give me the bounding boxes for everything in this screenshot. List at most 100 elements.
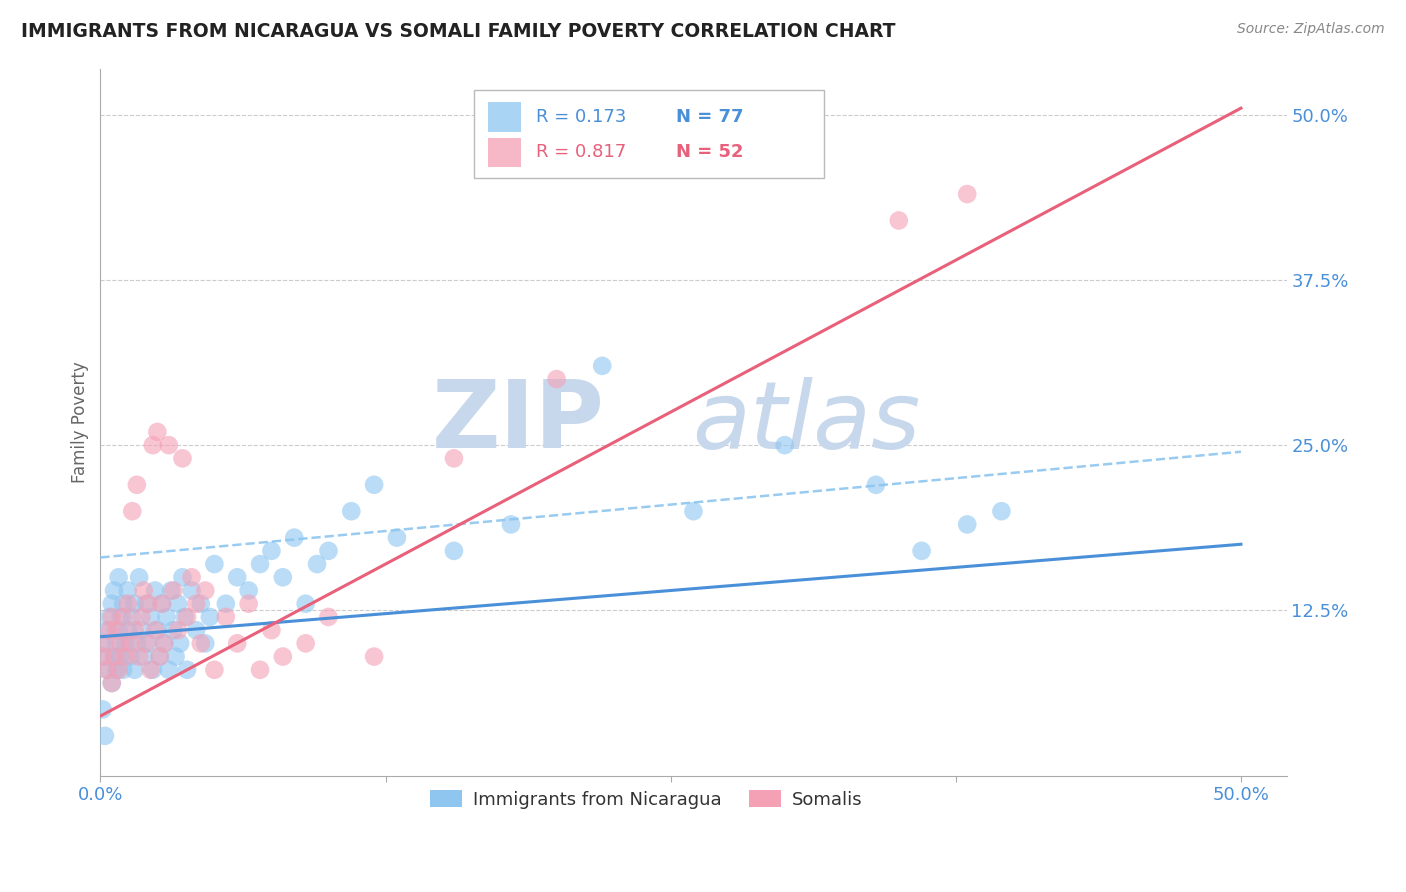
Point <box>112 663 135 677</box>
Point <box>226 570 249 584</box>
Point <box>98 623 121 637</box>
Point <box>198 610 221 624</box>
Point <box>271 570 294 584</box>
Point <box>146 425 169 439</box>
Text: R = 0.173: R = 0.173 <box>536 108 626 126</box>
Point <box>110 610 132 624</box>
Point <box>956 517 979 532</box>
Point <box>172 451 194 466</box>
Point <box>131 610 153 624</box>
Point <box>546 372 568 386</box>
Point <box>142 663 165 677</box>
Point <box>172 570 194 584</box>
Point <box>121 504 143 518</box>
Point <box>125 636 148 650</box>
Point <box>124 663 146 677</box>
FancyBboxPatch shape <box>488 103 522 132</box>
Point <box>128 570 150 584</box>
Point <box>215 610 238 624</box>
Point <box>157 438 180 452</box>
Point <box>132 649 155 664</box>
Point <box>114 649 136 664</box>
Point <box>142 438 165 452</box>
Point <box>150 597 173 611</box>
Point <box>118 636 141 650</box>
Point <box>773 438 796 452</box>
Point <box>294 597 316 611</box>
Point <box>107 570 129 584</box>
Y-axis label: Family Poverty: Family Poverty <box>72 361 89 483</box>
Point <box>160 583 183 598</box>
Point <box>96 663 118 677</box>
Point <box>194 583 217 598</box>
Point <box>318 544 340 558</box>
Point <box>157 663 180 677</box>
Point <box>132 583 155 598</box>
Point <box>100 676 122 690</box>
Point <box>186 597 208 611</box>
Point <box>167 623 190 637</box>
Point <box>226 636 249 650</box>
Point <box>190 636 212 650</box>
Point <box>107 623 129 637</box>
Point <box>124 597 146 611</box>
Point <box>124 623 146 637</box>
Point <box>91 649 114 664</box>
Point <box>103 649 125 664</box>
Point <box>100 610 122 624</box>
Point <box>169 636 191 650</box>
Legend: Immigrants from Nicaragua, Somalis: Immigrants from Nicaragua, Somalis <box>422 783 870 816</box>
Point <box>100 676 122 690</box>
Point <box>112 597 135 611</box>
Point <box>167 597 190 611</box>
Point <box>865 477 887 491</box>
Point <box>363 649 385 664</box>
Point <box>155 610 177 624</box>
Point <box>117 583 139 598</box>
Point <box>591 359 613 373</box>
Point <box>153 636 176 650</box>
Point <box>117 623 139 637</box>
Point <box>363 477 385 491</box>
Point <box>135 636 157 650</box>
Point <box>283 531 305 545</box>
Point <box>173 610 195 624</box>
Point <box>91 702 114 716</box>
Point <box>307 557 329 571</box>
Point <box>100 597 122 611</box>
Point <box>139 610 162 624</box>
Point <box>135 597 157 611</box>
Point <box>990 504 1012 518</box>
Point <box>190 597 212 611</box>
Point <box>149 649 172 664</box>
Point <box>176 610 198 624</box>
Point <box>117 597 139 611</box>
Point <box>98 610 121 624</box>
Point <box>105 663 128 677</box>
Point <box>136 597 159 611</box>
Point <box>150 597 173 611</box>
Point <box>121 610 143 624</box>
FancyBboxPatch shape <box>488 137 522 168</box>
Point <box>238 583 260 598</box>
Point <box>91 636 114 650</box>
Text: IMMIGRANTS FROM NICARAGUA VS SOMALI FAMILY POVERTY CORRELATION CHART: IMMIGRANTS FROM NICARAGUA VS SOMALI FAMI… <box>21 22 896 41</box>
Point <box>499 517 522 532</box>
Point <box>94 649 117 664</box>
Point <box>153 636 176 650</box>
Point <box>107 663 129 677</box>
Point <box>125 477 148 491</box>
Point <box>887 213 910 227</box>
Point <box>110 649 132 664</box>
Point <box>105 636 128 650</box>
Point <box>271 649 294 664</box>
Point <box>202 663 225 677</box>
Point <box>103 649 125 664</box>
Point <box>105 623 128 637</box>
Point <box>139 663 162 677</box>
Point <box>249 663 271 677</box>
Point <box>118 649 141 664</box>
Point <box>260 544 283 558</box>
Point <box>143 583 166 598</box>
Point <box>385 531 408 545</box>
